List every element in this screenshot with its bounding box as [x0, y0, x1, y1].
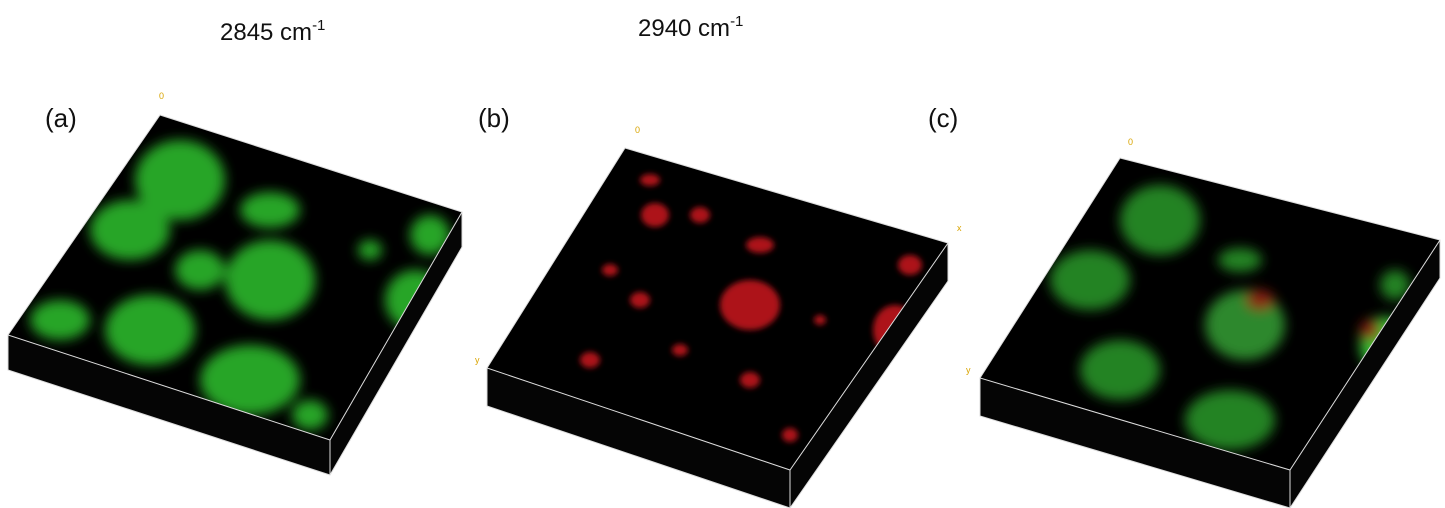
axis-label: 0	[1128, 137, 1133, 147]
volume-a	[8, 115, 462, 475]
header-text: 2940 cm	[638, 15, 730, 42]
header-text: 2845 cm	[220, 19, 312, 46]
figure: 2845 cm-1 2940 cm-1 (a) (b) (c)	[0, 0, 1445, 508]
panel-label: (a)	[45, 103, 77, 133]
header-sup: -1	[730, 13, 743, 30]
header-sup: -1	[312, 17, 325, 34]
axis-label: x	[957, 223, 962, 233]
volume-c	[980, 158, 1440, 508]
header: 2940 cm-1	[638, 13, 743, 42]
axis-label: 0	[635, 125, 640, 135]
axis-label: y	[966, 365, 971, 375]
axis-label: y	[475, 355, 480, 365]
page: 2845 cm-1 2940 cm-1 (a) (b) (c)	[0, 0, 1445, 508]
panel-label: (b)	[478, 103, 510, 133]
volume-b	[487, 148, 948, 508]
panel-label: (c)	[928, 103, 958, 133]
header: 2845 cm-1	[220, 17, 325, 46]
axis-label: 0	[159, 91, 164, 101]
